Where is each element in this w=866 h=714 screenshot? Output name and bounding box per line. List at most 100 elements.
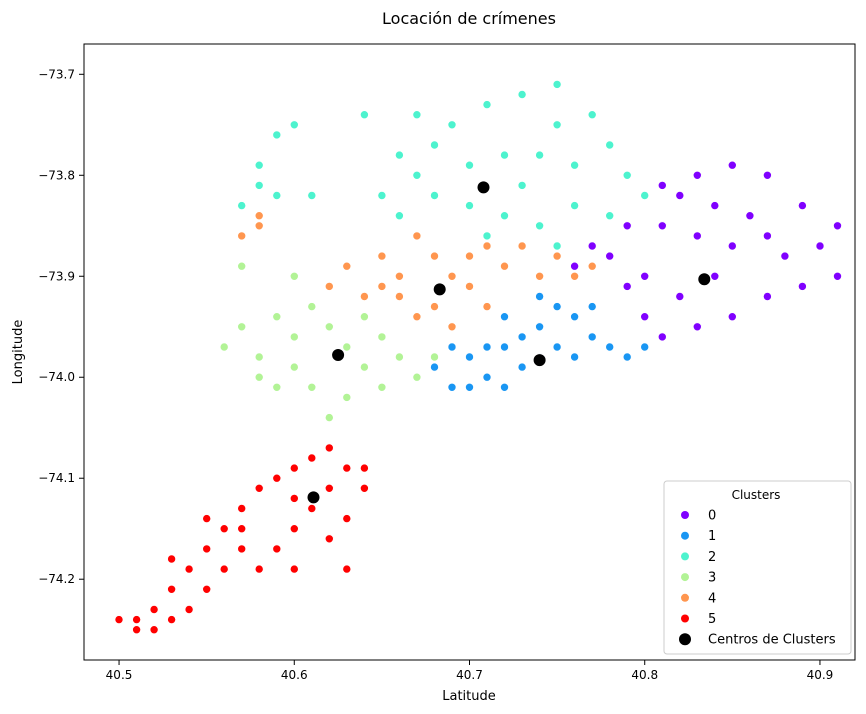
cluster-5-point	[307, 453, 317, 463]
cluster-1-point	[482, 342, 492, 352]
cluster-3-point	[360, 362, 369, 372]
legend-entry-4-marker	[681, 593, 689, 602]
cluster-4-point	[500, 261, 509, 271]
cluster-2-point	[482, 231, 492, 241]
cluster-0-point	[833, 271, 842, 281]
cluster-5-point	[149, 625, 159, 635]
cluster-3-point	[254, 372, 264, 382]
cluster-0-point	[815, 241, 825, 251]
cluster-0-point	[727, 160, 737, 170]
cluster-5-point	[184, 605, 194, 614]
cluster-2-point	[500, 150, 509, 160]
legend-entry-5-marker	[681, 614, 689, 623]
cluster-5-point	[114, 615, 124, 624]
cluster-2-point	[622, 171, 632, 180]
cluster-0-point	[727, 312, 737, 322]
cluster-3-point	[272, 312, 282, 322]
cluster-1-point	[517, 362, 527, 372]
cluster-0-point	[605, 251, 615, 261]
cluster-3-point	[430, 352, 439, 362]
cluster-0-point	[763, 171, 772, 180]
cluster-0-point	[710, 201, 720, 210]
cluster-4-point	[254, 221, 264, 231]
cluster-2-point	[360, 110, 369, 119]
cluster-2-point	[272, 191, 282, 200]
cluster-0-point	[570, 261, 579, 271]
cluster-5-point	[167, 615, 176, 624]
cluster-3-point	[237, 261, 246, 271]
cluster-center-point	[331, 348, 346, 362]
cluster-4-point	[535, 271, 544, 281]
cluster-0-point	[587, 241, 597, 251]
legend-entry-2-marker	[681, 552, 689, 561]
cluster-3-point	[307, 302, 317, 311]
y-tick-label: −74.1	[38, 471, 75, 485]
cluster-2-point	[552, 120, 562, 130]
cluster-4-point	[465, 251, 474, 261]
legend-entry-0-label: 0	[708, 509, 716, 524]
points-layer	[114, 80, 842, 635]
cluster-5-point	[237, 524, 246, 534]
legend-title: Clusters	[732, 488, 781, 502]
legend-entry-centers-marker	[679, 633, 691, 646]
cluster-0-point	[745, 211, 755, 220]
cluster-2-point	[570, 201, 579, 210]
cluster-2-point	[552, 241, 562, 251]
cluster-0-point	[692, 322, 702, 332]
cluster-5-point	[307, 504, 317, 513]
chart-title: Locación de crímenes	[382, 9, 556, 28]
cluster-2-point	[395, 150, 404, 160]
cluster-4-point	[587, 261, 597, 271]
cluster-4-point	[517, 241, 527, 251]
cluster-2-point	[535, 221, 544, 231]
cluster-0-point	[622, 282, 632, 291]
cluster-2-point	[430, 140, 439, 150]
cluster-3-point	[307, 382, 317, 392]
cluster-5-point	[184, 564, 194, 574]
cluster-2-point	[482, 100, 492, 109]
cluster-2-point	[535, 150, 544, 160]
cluster-4-point	[395, 271, 404, 281]
cluster-1-point	[587, 302, 597, 311]
cluster-3-point	[289, 362, 299, 372]
cluster-5-point	[254, 564, 264, 574]
cluster-4-point	[377, 282, 387, 291]
cluster-2-point	[272, 130, 282, 140]
cluster-1-point	[570, 352, 579, 362]
cluster-2-point	[412, 171, 422, 180]
cluster-0-point	[763, 231, 772, 241]
cluster-1-point	[465, 352, 474, 362]
cluster-4-point	[412, 231, 422, 241]
cluster-5-point	[360, 463, 369, 473]
cluster-1-point	[517, 332, 527, 342]
cluster-5-point	[324, 534, 334, 544]
x-tick-label: 40.8	[631, 668, 658, 682]
cluster-1-point	[430, 362, 439, 372]
cluster-1-point	[447, 342, 457, 352]
cluster-0-point	[675, 191, 685, 200]
cluster-2-point	[640, 191, 650, 200]
cluster-4-point	[570, 271, 579, 281]
cluster-4-point	[412, 312, 422, 322]
cluster-1-point	[640, 342, 650, 352]
legend-entry-3-marker	[681, 573, 689, 582]
legend-entry-2-label: 2	[708, 550, 716, 565]
y-tick-label: −74.0	[38, 370, 75, 384]
x-tick-label: 40.9	[807, 668, 834, 682]
cluster-0-point	[833, 221, 842, 231]
cluster-5-point	[324, 443, 334, 453]
cluster-4-point	[447, 322, 457, 332]
cluster-3-point	[377, 382, 387, 392]
cluster-2-point	[254, 181, 264, 190]
cluster-5-point	[132, 615, 141, 624]
cluster-3-point	[342, 393, 352, 402]
cluster-center-point	[476, 180, 491, 195]
cluster-3-point	[219, 342, 229, 352]
cluster-5-point	[324, 483, 334, 493]
cluster-center-point	[306, 490, 321, 505]
cluster-5-point	[289, 564, 299, 574]
cluster-0-point	[710, 271, 720, 281]
cluster-1-point	[465, 382, 474, 392]
cluster-2-point	[447, 120, 457, 130]
cluster-0-point	[763, 292, 772, 301]
